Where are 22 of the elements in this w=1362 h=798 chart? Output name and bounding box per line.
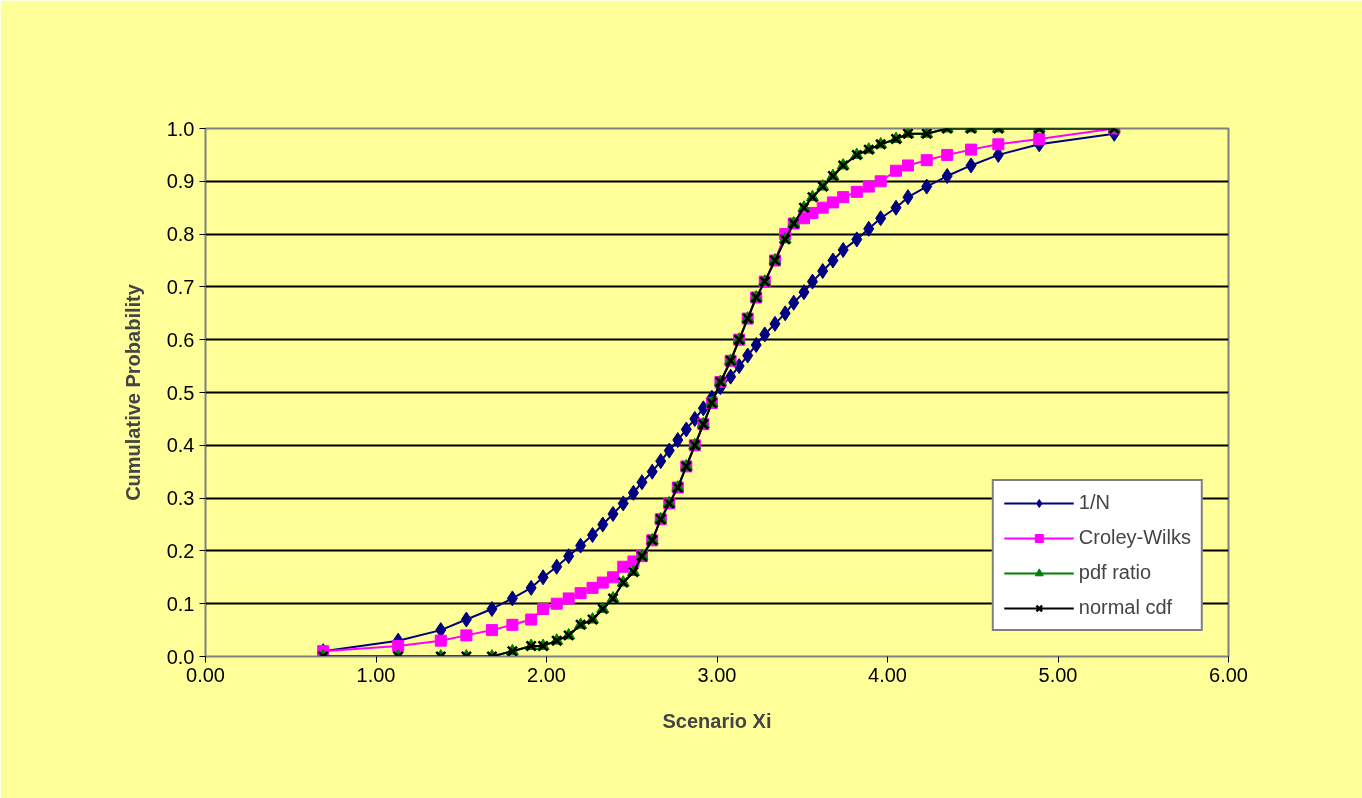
y-tick-label: 0.3 [166, 487, 195, 510]
y-tick-label: 0.5 [166, 381, 195, 404]
x-tick-label: 4.00 [868, 663, 907, 686]
y-axis-title: Cumulative Probability [121, 283, 144, 501]
x-axis-title: Scenario Xi [662, 709, 772, 732]
legend-label: 1/N [1078, 491, 1110, 514]
y-tick-label: 0.7 [166, 275, 195, 298]
x-tick-label: 5.00 [1038, 663, 1078, 686]
legend-label: pdf ratio [1078, 561, 1152, 584]
y-tick-label: 0.1 [166, 592, 195, 615]
x-tick-label: 2.00 [527, 663, 566, 686]
legend-label: normal cdf [1078, 596, 1173, 619]
y-tick-label: 1.0 [166, 117, 195, 140]
y-tick-label: 0.8 [166, 223, 195, 246]
y-tick-label: 0.6 [166, 328, 195, 351]
y-tick-label: 0.4 [166, 434, 195, 457]
y-tick-label: 0.2 [166, 539, 195, 562]
legend-label: Croley-Wilks [1078, 526, 1191, 549]
x-tick-label: 3.00 [697, 663, 737, 686]
x-tick-label: 6.00 [1209, 663, 1248, 686]
y-tick-label: 0.9 [166, 170, 195, 193]
x-tick-label: 1.00 [356, 663, 396, 686]
